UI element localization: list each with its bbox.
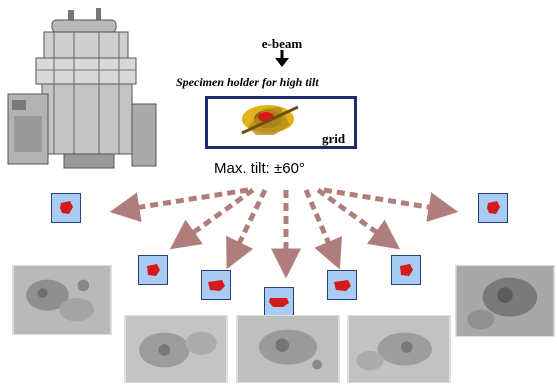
specimen-icon — [334, 280, 351, 291]
specimen-icon — [269, 298, 289, 307]
grid-label: grid — [322, 131, 346, 146]
tilt-view-minus-20 — [201, 270, 231, 300]
tilt-view-plus-40 — [391, 255, 421, 285]
e-beam-label: e-beam — [261, 36, 303, 51]
specimen-holder-label: Specimen holder for high tilt — [176, 75, 319, 89]
specimen-icon — [147, 264, 160, 276]
arrow-left-40 — [169, 187, 255, 250]
micrograph-minus-30 — [124, 315, 228, 383]
tilt-view-plus-60 — [478, 193, 508, 223]
electron-microscope-image — [4, 4, 160, 176]
specimen-grid-image — [241, 105, 299, 135]
arrow-left-60 — [109, 187, 249, 223]
specimen-grid-panel — [205, 96, 357, 149]
arrow-right-40 — [316, 187, 401, 250]
tilt-view-minus-60 — [51, 193, 81, 223]
specimen-icon — [400, 264, 413, 276]
tilt-view-minus-40 — [138, 255, 168, 285]
specimen-icon — [60, 201, 73, 214]
e-beam-arrow-icon — [275, 50, 289, 67]
arrow-right-60 — [323, 187, 459, 222]
micrograph-plus-30 — [347, 315, 451, 383]
specimen-icon — [487, 201, 500, 214]
tilt-view-0 — [264, 287, 294, 317]
micrograph-0 — [236, 315, 340, 383]
max-tilt-label: Max. tilt: ±60° — [214, 160, 305, 177]
tilt-view-plus-20 — [327, 270, 357, 300]
specimen-icon — [208, 280, 225, 291]
micrograph-plus-60 — [455, 265, 555, 337]
micrograph-minus-60 — [12, 265, 112, 335]
